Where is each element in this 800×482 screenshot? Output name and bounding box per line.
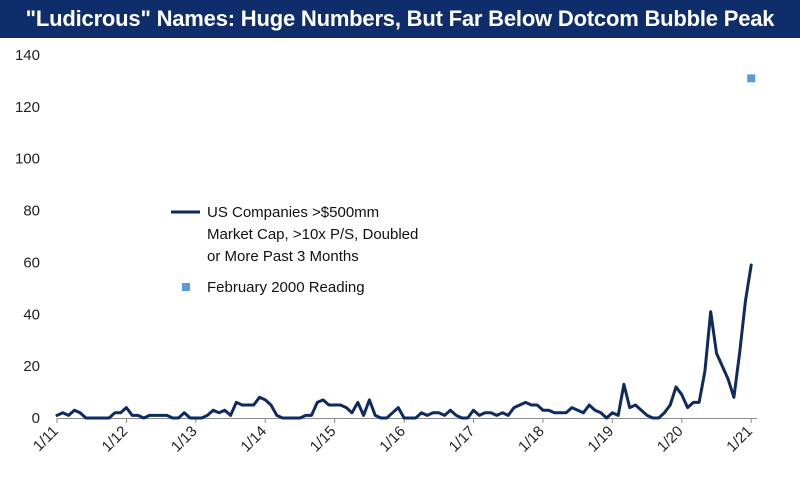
x-tick-label: 1/21 xyxy=(723,423,756,456)
series-line-us-companies xyxy=(55,263,753,420)
legend-label-us-companies: or More Past 3 Months xyxy=(207,248,359,265)
x-tick-label: 1/16 xyxy=(376,423,409,456)
legend-label-us-companies: US Companies >$500mm xyxy=(207,204,379,221)
x-axis: 1/11 1/12 1/13 1/14 1/15 1/16 1/17 1/18 1/19 1/20… xyxy=(30,418,757,455)
x-tick-label: 1/20 xyxy=(654,423,687,456)
chart-title: "Ludicrous" Names: Huge Numbers, But Far… xyxy=(0,0,800,38)
x-tick-label: 1/17 xyxy=(446,423,479,456)
legend-label-us-companies: Market Cap, >10x P/S, Doubled xyxy=(207,226,418,243)
x-tick-label: 1/12 xyxy=(99,423,132,456)
x-tick-label: 1/14 xyxy=(237,423,270,456)
point-february-2000 xyxy=(747,74,756,83)
y-axis-tick-labels: 0 20 40 60 80 100 120 140 xyxy=(15,47,40,427)
y-tick-label: 40 xyxy=(23,306,40,323)
x-tick-label: 1/15 xyxy=(307,423,340,456)
x-tick-label: 1/18 xyxy=(515,423,548,456)
y-tick-label: 120 xyxy=(15,99,40,116)
legend: US Companies >$500mm Market Cap, >10x P/S… xyxy=(171,204,418,296)
y-tick-label: 140 xyxy=(15,47,40,64)
x-tick-label: 1/13 xyxy=(168,423,201,456)
series-layer xyxy=(55,74,756,420)
y-tick-label: 100 xyxy=(15,151,40,168)
legend-label-february-2000: February 2000 Reading xyxy=(207,279,365,296)
legend-marker-swatch xyxy=(182,283,190,291)
y-tick-label: 80 xyxy=(23,203,40,220)
y-tick-label: 0 xyxy=(32,410,40,427)
x-tick-label: 1/11 xyxy=(30,423,62,455)
x-tick-label: 1/19 xyxy=(585,423,618,456)
y-tick-label: 60 xyxy=(23,254,40,271)
y-tick-label: 20 xyxy=(23,358,40,375)
